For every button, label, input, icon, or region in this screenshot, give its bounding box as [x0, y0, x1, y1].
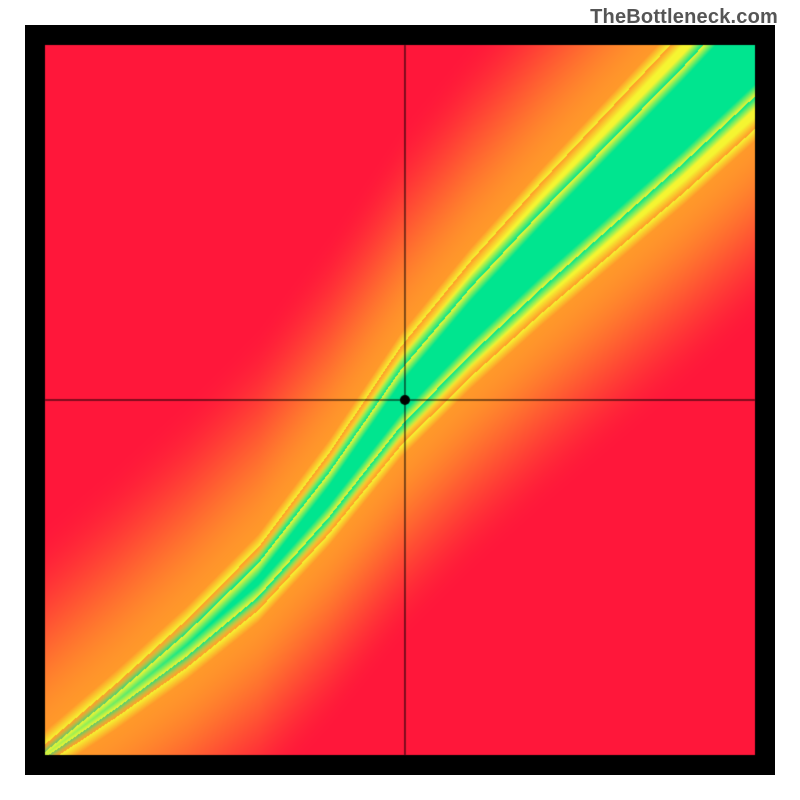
watermark-text: TheBottleneck.com: [590, 6, 778, 29]
chart-container: TheBottleneck.com: [0, 0, 800, 800]
overlay-canvas: [25, 25, 775, 775]
plot-frame: [25, 25, 775, 775]
